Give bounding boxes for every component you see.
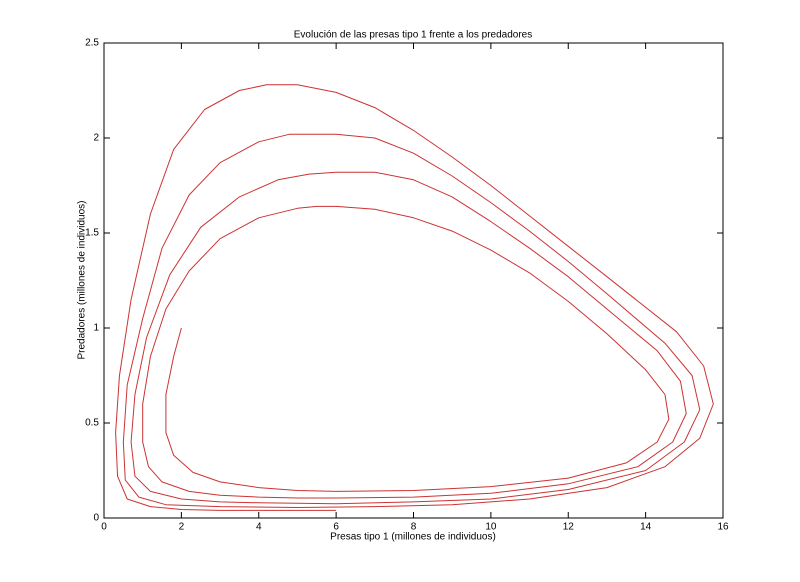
x-tick-label: 14	[640, 522, 652, 533]
y-tick-label: 1	[93, 323, 99, 334]
plot-frame	[103, 42, 724, 519]
y-axis-label: Predadores (millones de individuos)	[77, 201, 88, 360]
y-tick-label: 1.5	[85, 228, 99, 239]
chart-title: Evolución de las presas tipo 1 frente a …	[294, 30, 532, 41]
x-axis-label: Presas tipo 1 (millones de individuos)	[330, 532, 496, 543]
y-tick-label: 2	[93, 133, 99, 144]
x-tick-label: 4	[256, 522, 262, 533]
y-tick-label: 0.5	[85, 418, 99, 429]
x-tick-label: 2	[179, 522, 185, 533]
x-tick-label: 10	[485, 522, 497, 533]
x-tick-label: 6	[333, 522, 339, 533]
y-tick-label: 0	[93, 513, 99, 524]
data-line	[115, 84, 714, 511]
x-tick-label: 16	[717, 522, 729, 533]
x-tick-label: 12	[563, 522, 575, 533]
x-tick-label: 0	[101, 522, 107, 533]
x-tick-label: 8	[411, 522, 417, 533]
y-tick-label: 2.5	[85, 38, 99, 49]
